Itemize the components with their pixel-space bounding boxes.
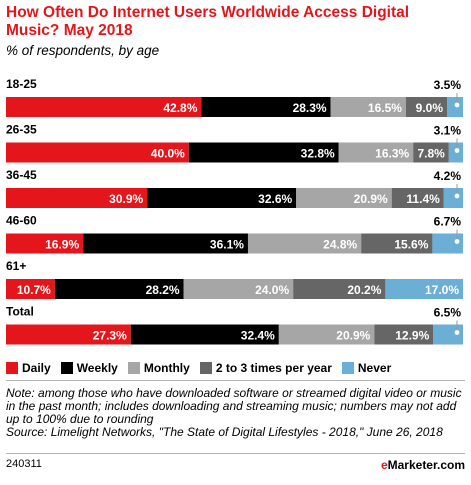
callout-label-5: 6.5% xyxy=(434,306,462,320)
legend-label-0: Daily xyxy=(22,361,51,375)
legend: Daily Weekly Monthly 2 to 3 times per year N… xyxy=(6,361,401,375)
group-label-0: 18-25 xyxy=(6,77,37,91)
callout-label-3: 6.7% xyxy=(434,215,462,229)
legend-item-2: Monthly xyxy=(127,361,190,375)
stacked-bar-chart: 18-25 42.8% 28.3% 16.5% 9.0% 3.5% 26-35 40.0% 32… xyxy=(6,77,463,345)
legend-swatch-0 xyxy=(6,362,18,374)
bar-label-2-2: 20.9% xyxy=(354,192,388,206)
bar-segment-5-4 xyxy=(433,324,463,345)
callout-dot-3 xyxy=(454,239,460,244)
bar-segment-3-3 xyxy=(361,233,433,254)
legend-swatch-2 xyxy=(127,362,140,374)
bar-label-1-0: 40.0% xyxy=(151,147,185,161)
bar-label-2-3: 11.4% xyxy=(406,192,440,206)
legend-label-4: Never xyxy=(357,361,392,375)
bar-label-1-3: 7.8% xyxy=(417,147,445,161)
bar-label-3-3: 15.6% xyxy=(394,238,428,252)
chart-id: 240311 xyxy=(6,458,42,470)
callout-dot-5 xyxy=(454,330,460,335)
bar-segment-2-3 xyxy=(391,188,444,208)
bar-segment-1-2 xyxy=(338,142,414,163)
bar-label-1-2: 16.3% xyxy=(375,147,409,161)
bar-label-0-3: 9.0% xyxy=(416,101,444,115)
group-label-5: Total xyxy=(6,305,34,319)
bar-label-4-3: 20.2% xyxy=(347,283,381,297)
bar-label-3-0: 16.9% xyxy=(45,238,79,252)
bar-label-5-3: 12.9% xyxy=(395,329,429,343)
bar-segment-5-2 xyxy=(278,324,375,345)
bar-segment-4-2 xyxy=(183,279,294,299)
bar-label-1-1: 32.8% xyxy=(301,147,335,161)
bar-label-0-0: 42.8% xyxy=(163,101,197,115)
bar-segment-3-4 xyxy=(432,233,463,254)
bar-label-0-2: 16.5% xyxy=(368,101,402,115)
bar-segment-4-0 xyxy=(6,279,55,299)
legend-item-3: 2 to 3 times per year xyxy=(199,361,332,375)
source-text: Source: Limelight Networks, "The State o… xyxy=(6,425,443,439)
bar-label-0-1: 28.3% xyxy=(293,101,327,115)
bar-label-4-4: 17.0% xyxy=(425,283,459,297)
legend-label-3: 2 to 3 times per year xyxy=(215,361,332,375)
bar-segment-2-1 xyxy=(147,188,297,208)
bar-segment-0-2 xyxy=(330,97,406,117)
bar-label-5-0: 27.3% xyxy=(93,329,127,343)
chart-title: How Often Do Internet Users Worldwide Ac… xyxy=(6,4,410,39)
bar-segment-0-1 xyxy=(201,97,331,117)
bar-segment-1-1 xyxy=(188,142,339,163)
callout-label-0: 3.5% xyxy=(434,78,462,92)
callout-label-2: 4.2% xyxy=(434,169,462,183)
bar-label-3-1: 36.1% xyxy=(210,238,244,252)
bar-segment-4-4 xyxy=(385,279,463,299)
notes: Note: among those who have downloaded so… xyxy=(6,387,468,439)
bar-label-4-0: 10.7% xyxy=(17,283,51,297)
bar-segment-5-0 xyxy=(6,324,131,345)
legend-label-2: Monthly xyxy=(143,361,190,375)
legend-swatch-3 xyxy=(199,362,212,374)
callout-dot-0 xyxy=(454,102,460,108)
bar-segment-1-3 xyxy=(413,142,449,163)
divider-top xyxy=(6,380,465,381)
bar-segment-4-1 xyxy=(54,279,184,299)
bar-label-5-2: 20.9% xyxy=(336,329,370,343)
bar-label-4-1: 28.2% xyxy=(146,283,180,297)
brand-logo: eMarketer.com xyxy=(380,458,465,472)
bar-segment-1-0 xyxy=(6,142,189,163)
bar-label-3-2: 24.8% xyxy=(323,238,357,252)
callout-dot-1 xyxy=(454,148,460,153)
legend-label-1: Weekly xyxy=(76,361,118,375)
callout-label-1: 3.1% xyxy=(434,124,462,138)
group-label-4: 61+ xyxy=(6,259,26,273)
group-label-2: 36-45 xyxy=(6,168,37,182)
bar-label-2-1: 32.6% xyxy=(258,192,292,206)
bar-segment-3-0 xyxy=(6,233,84,254)
legend-item-0: Daily xyxy=(6,361,51,375)
bar-segment-0-4 xyxy=(447,97,463,117)
bar-segment-3-2 xyxy=(247,233,362,254)
bar-label-5-1: 32.4% xyxy=(241,329,275,343)
bar-segment-4-3 xyxy=(293,279,386,299)
group-label-1: 26-35 xyxy=(6,123,37,137)
legend-item-1: Weekly xyxy=(60,361,118,375)
bar-segment-3-1 xyxy=(83,233,248,254)
note-text: Note: among those who have downloaded so… xyxy=(6,386,462,426)
callout-dot-2 xyxy=(454,193,460,199)
bar-segment-0-3 xyxy=(405,97,448,117)
group-label-3: 46-60 xyxy=(6,214,37,228)
bar-segment-2-2 xyxy=(296,188,392,208)
bar-segment-2-0 xyxy=(6,188,148,208)
legend-item-4: Never xyxy=(341,361,392,375)
bar-segment-2-4 xyxy=(443,188,463,208)
bar-segment-5-1 xyxy=(130,324,279,345)
chart-subtitle: % of respondents, by age xyxy=(6,43,160,58)
bar-segment-0-0 xyxy=(6,97,202,117)
bar-label-2-0: 30.9% xyxy=(109,192,143,206)
bar-label-4-2: 24.0% xyxy=(255,283,289,297)
legend-swatch-4 xyxy=(341,362,354,374)
legend-swatch-1 xyxy=(60,362,73,374)
bar-segment-5-3 xyxy=(374,324,434,345)
divider-bottom xyxy=(6,453,465,454)
